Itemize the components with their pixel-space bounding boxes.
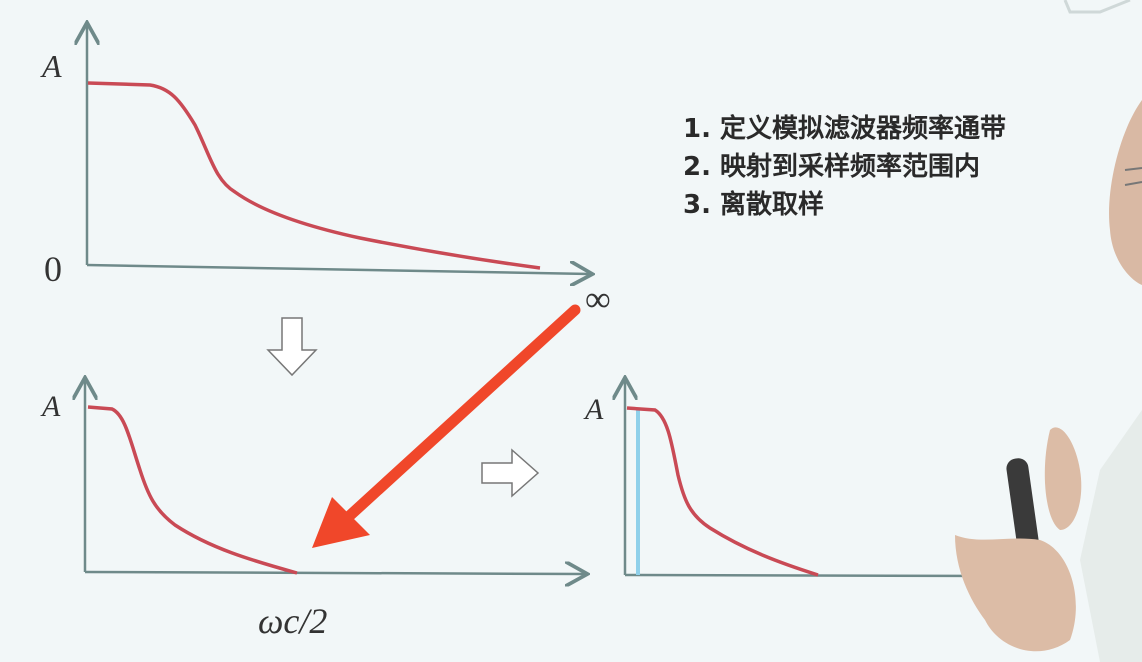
plot-bottom-right — [624, 380, 1001, 578]
x-axis — [86, 265, 590, 274]
x-axis — [624, 573, 1001, 578]
plot-bottom-right-y-label: A — [585, 393, 604, 426]
step-2: 2. 映射到采样频率范围内 — [683, 152, 981, 182]
remote-control — [1006, 458, 1040, 558]
plot-bottom-left — [85, 380, 585, 574]
plot-bottom-left-x-label: ωc/2 — [258, 601, 328, 641]
red-annotation-arrow-icon — [312, 304, 581, 548]
x-axis — [84, 572, 585, 574]
steps-list: 1. 定义模拟滤波器频率通带 2. 映射到采样频率范围内 3. 离散取样 — [683, 110, 1006, 224]
response-curve — [87, 405, 298, 575]
logo-icon — [1063, 0, 1131, 14]
plot-top-infinity-label: ∞ — [585, 279, 611, 319]
response-curve — [626, 406, 819, 577]
plot-top-origin-label: 0 — [44, 249, 62, 289]
presenter — [955, 100, 1142, 662]
hollow-right-arrow-icon — [481, 448, 540, 498]
step-1: 1. 定义模拟滤波器频率通带 — [683, 114, 1007, 144]
plot-top-y-label: A — [42, 48, 62, 84]
plot-top — [87, 25, 590, 274]
step-3: 3. 离散取样 — [683, 190, 825, 220]
hollow-down-arrow-icon — [266, 317, 318, 377]
plot-bottom-left-y-label: A — [42, 390, 61, 423]
response-curve — [87, 81, 541, 270]
